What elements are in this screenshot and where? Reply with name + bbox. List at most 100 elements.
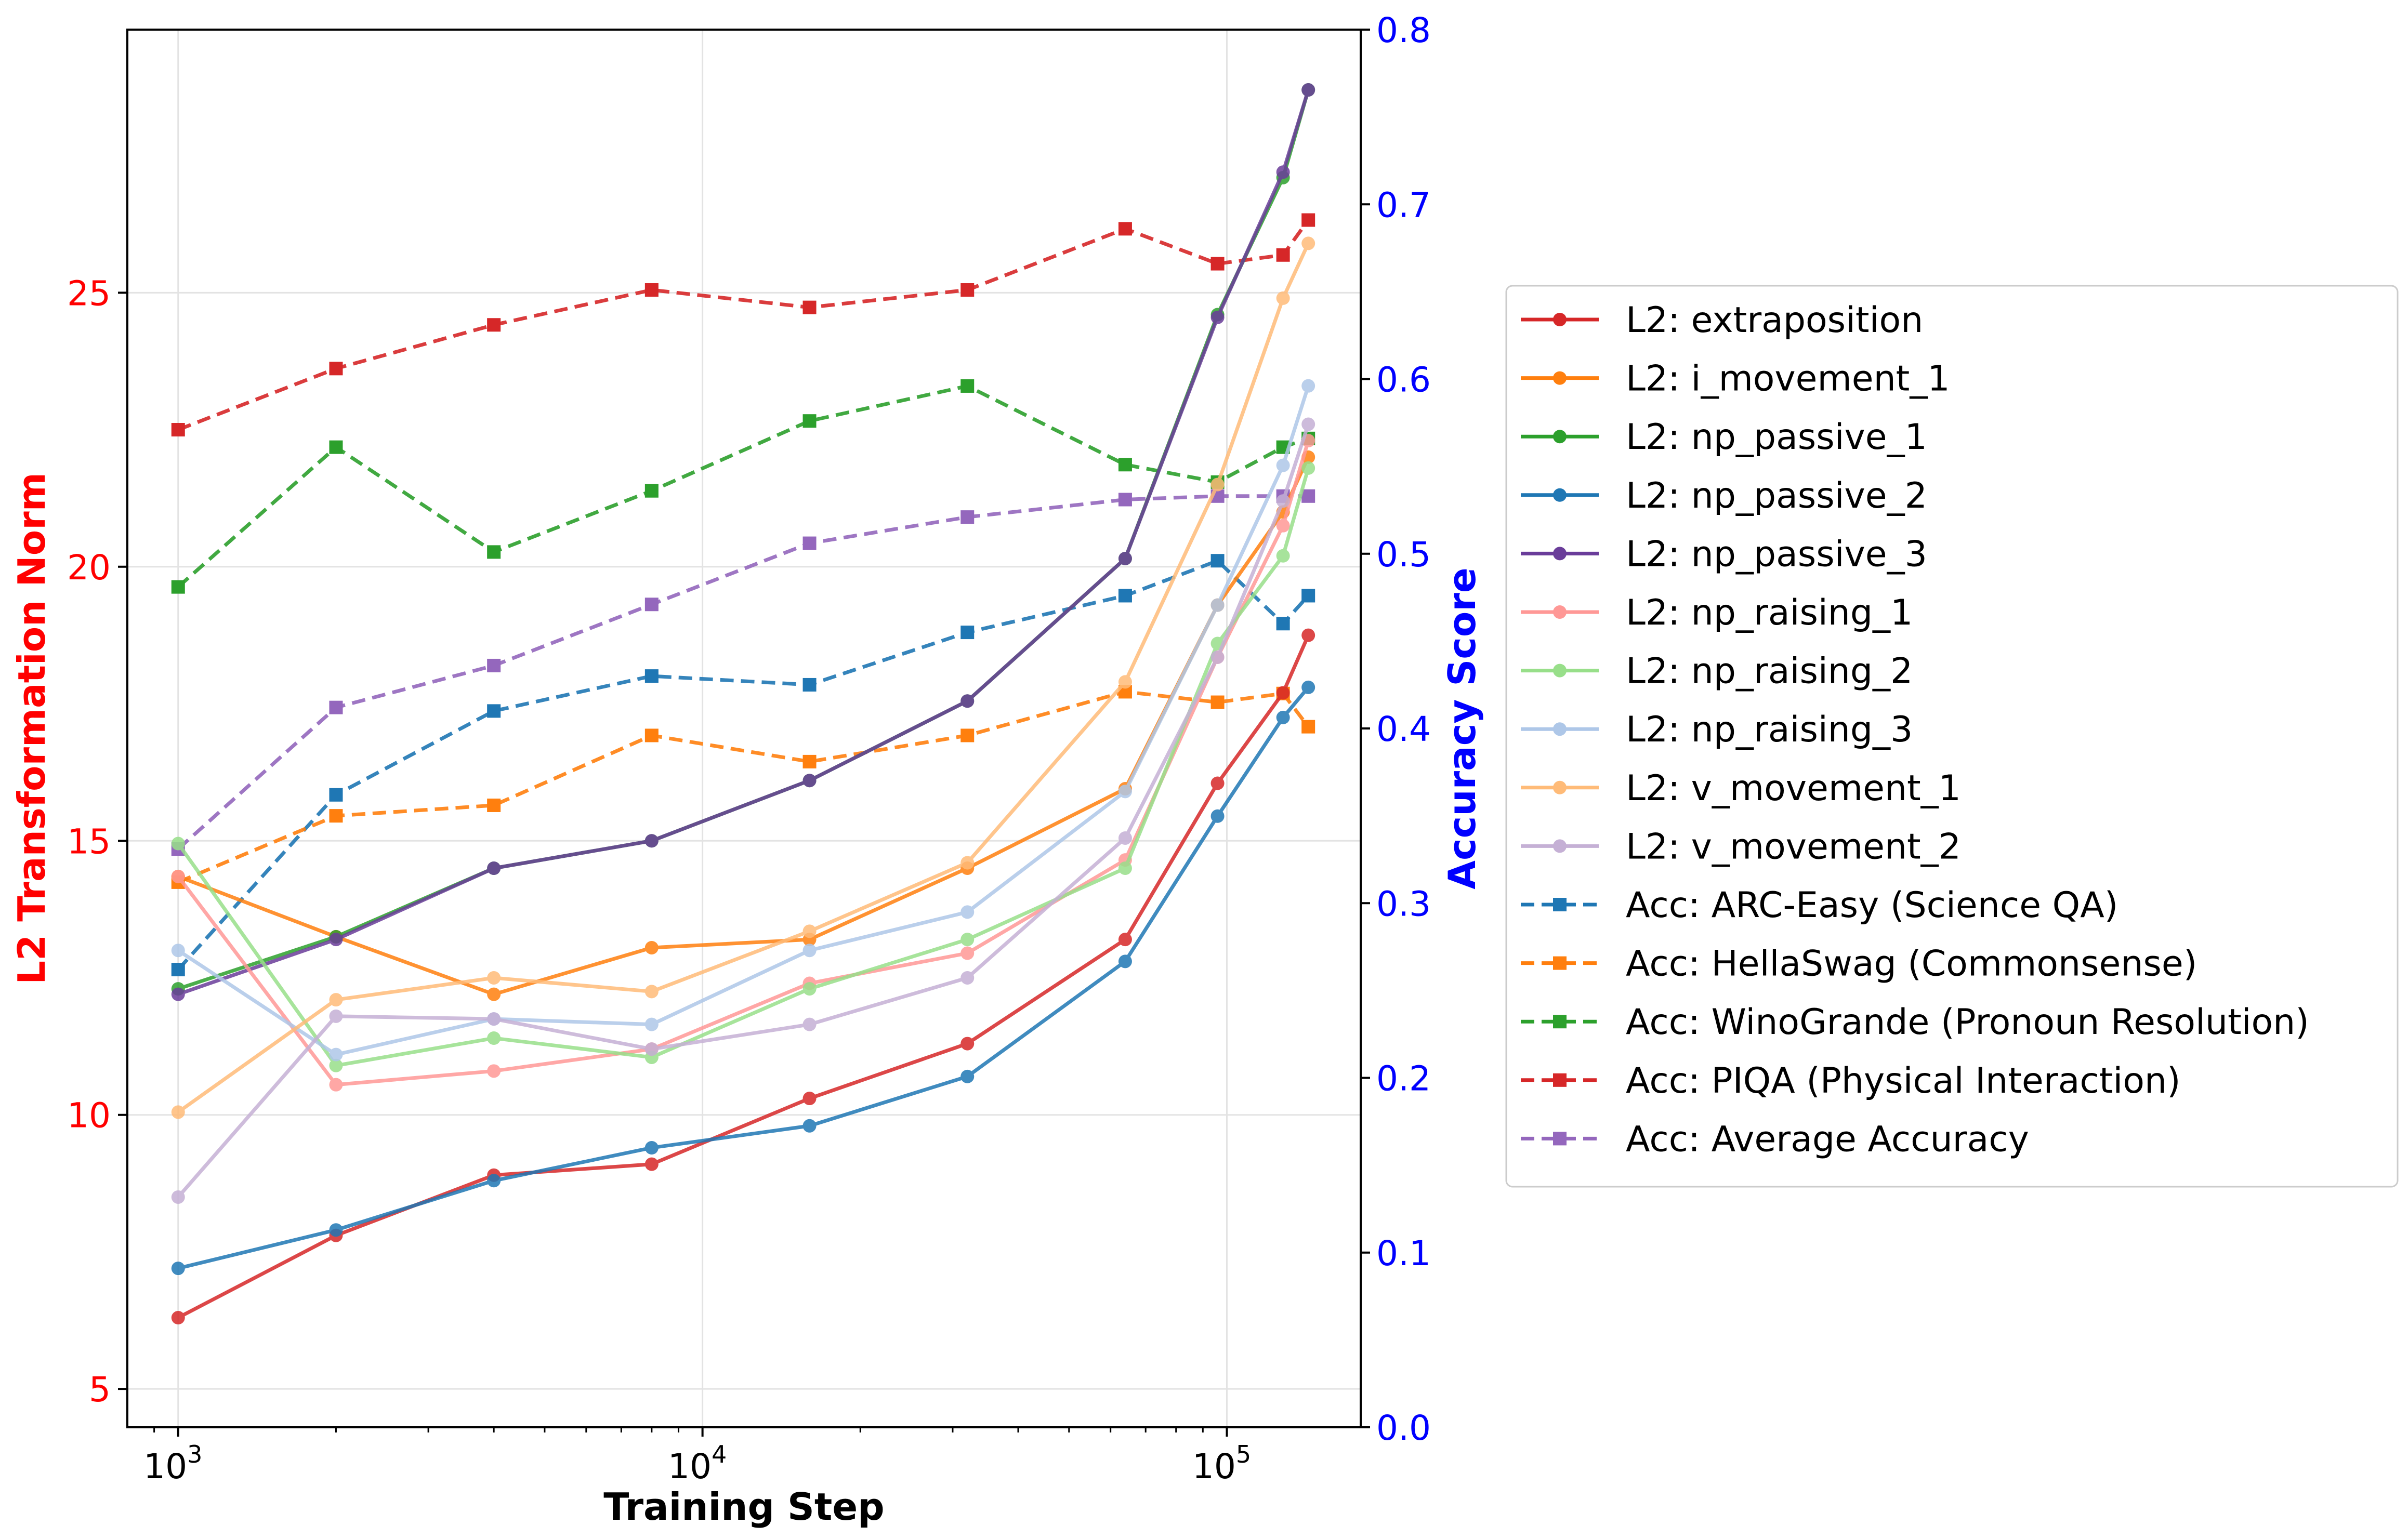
series-line bbox=[177, 689, 1310, 884]
right-y-tick-label: 0.3 bbox=[1376, 884, 1431, 924]
left-y-tick-label: 5 bbox=[89, 1370, 111, 1410]
legend-entry-acc-piqa-physical-interaction: Acc: PIQA (Physical Interaction) bbox=[1521, 1060, 2181, 1102]
data-point-circle bbox=[1301, 628, 1315, 642]
right-y-axis-title: Accuracy Score bbox=[1440, 567, 1484, 889]
data-point-circle bbox=[802, 1119, 817, 1133]
data-point-circle bbox=[644, 1157, 659, 1171]
legend-marker-circle bbox=[1553, 722, 1567, 736]
data-point-square bbox=[1301, 720, 1315, 734]
data-point-circle bbox=[171, 987, 185, 1001]
series-l2-v-movement-2 bbox=[171, 417, 1315, 1204]
data-point-circle bbox=[1301, 417, 1315, 431]
data-point-square bbox=[960, 626, 975, 640]
data-point-circle bbox=[1210, 598, 1225, 612]
data-point-circle bbox=[802, 1017, 817, 1031]
data-point-square bbox=[1210, 554, 1225, 568]
right-y-tick-label: 0.4 bbox=[1376, 709, 1431, 749]
data-point-circle bbox=[171, 944, 185, 958]
data-point-square bbox=[1210, 695, 1225, 709]
data-point-square bbox=[1276, 248, 1290, 262]
data-point-square bbox=[802, 754, 817, 768]
data-point-circle bbox=[1118, 861, 1132, 875]
series-line bbox=[177, 385, 1310, 1057]
data-point-square bbox=[487, 545, 501, 559]
data-point-circle bbox=[960, 694, 975, 708]
data-point-circle bbox=[1210, 650, 1225, 664]
legend-marker-circle bbox=[1553, 839, 1567, 853]
legend-marker-square bbox=[1553, 898, 1567, 911]
legend-label: Acc: WinoGrande (Pronoun Resolution) bbox=[1626, 1002, 2309, 1043]
legend-label: L2: v_movement_2 bbox=[1626, 826, 1961, 867]
legend-label: Acc: ARC-Easy (Science QA) bbox=[1626, 885, 2118, 926]
data-point-circle bbox=[1118, 551, 1132, 565]
data-point-circle bbox=[487, 1012, 501, 1026]
data-point-circle bbox=[1301, 236, 1315, 250]
series-line bbox=[177, 686, 1310, 1270]
data-point-circle bbox=[1118, 933, 1132, 947]
data-point-circle bbox=[960, 1037, 975, 1051]
legend-label: L2: np_raising_2 bbox=[1626, 651, 1913, 692]
data-point-circle bbox=[802, 982, 817, 996]
data-point-square bbox=[1301, 489, 1315, 503]
data-point-square bbox=[1118, 222, 1132, 236]
data-point-circle bbox=[960, 1069, 975, 1083]
right-y-tick-label: 0.7 bbox=[1376, 185, 1431, 225]
data-point-circle bbox=[329, 933, 343, 947]
data-point-circle bbox=[1301, 461, 1315, 475]
series-line bbox=[176, 440, 1310, 1087]
data-point-circle bbox=[1301, 379, 1315, 393]
series-line bbox=[177, 219, 1310, 432]
data-point-square bbox=[329, 788, 343, 802]
series-l2-np-passive-2 bbox=[171, 680, 1315, 1276]
data-point-square bbox=[487, 704, 501, 718]
data-point-square bbox=[960, 283, 975, 297]
right-y-tick-label: 0.1 bbox=[1376, 1233, 1431, 1273]
data-point-circle bbox=[329, 993, 343, 1007]
data-point-circle bbox=[1276, 549, 1290, 563]
legend-entry-acc-hellaswag-commonsense: Acc: HellaSwag (Commonsense) bbox=[1521, 944, 2197, 985]
left-y-tick-label: 15 bbox=[67, 821, 111, 861]
data-point-circle bbox=[644, 1017, 659, 1031]
series-line bbox=[177, 494, 1309, 851]
data-point-circle bbox=[1301, 83, 1315, 97]
data-point-circle bbox=[802, 1092, 817, 1106]
right-y-tick-label: 0.0 bbox=[1376, 1408, 1431, 1448]
data-point-circle bbox=[644, 1141, 659, 1155]
data-point-circle bbox=[960, 933, 975, 947]
legend-marker-square bbox=[1553, 1073, 1567, 1087]
data-point-circle bbox=[1210, 809, 1225, 823]
legend-label: Acc: Average Accuracy bbox=[1626, 1119, 2029, 1160]
data-point-square bbox=[960, 379, 975, 393]
data-point-circle bbox=[171, 869, 185, 883]
legend-entry-l2-np-raising-2: L2: np_raising_2 bbox=[1521, 651, 1913, 692]
data-point-square bbox=[644, 598, 659, 612]
legend-label: L2: np_passive_2 bbox=[1626, 475, 1927, 516]
data-point-square bbox=[802, 414, 817, 428]
data-point-circle bbox=[171, 1105, 185, 1119]
legend-marker-circle bbox=[1553, 780, 1567, 794]
data-point-circle bbox=[1276, 291, 1290, 305]
data-point-square bbox=[329, 362, 343, 376]
series-line bbox=[177, 89, 1310, 996]
data-point-square bbox=[802, 678, 817, 692]
legend-entry-l2-v-movement-1: L2: v_movement_1 bbox=[1521, 768, 1961, 809]
left-y-axis-title: L2 Transformation Norm bbox=[10, 472, 54, 985]
legend-entry-l2-np-raising-3: L2: np_raising_3 bbox=[1521, 709, 1913, 750]
data-point-circle bbox=[1118, 954, 1132, 968]
data-point-circle bbox=[802, 774, 817, 788]
data-point-circle bbox=[329, 1078, 343, 1092]
data-point-circle bbox=[644, 834, 659, 848]
data-point-circle bbox=[329, 1009, 343, 1023]
series-line bbox=[177, 423, 1310, 1199]
legend-marker-square bbox=[1553, 1132, 1567, 1146]
series-l2-np-passive-3 bbox=[171, 83, 1315, 1001]
right-y-tick-label: 0.5 bbox=[1376, 535, 1431, 575]
left-y-tick-label: 25 bbox=[67, 273, 111, 313]
data-point-square bbox=[171, 963, 185, 977]
x-tick-label: 105 bbox=[1192, 1440, 1251, 1487]
data-point-circle bbox=[329, 1058, 343, 1072]
data-point-circle bbox=[960, 971, 975, 985]
data-point-circle bbox=[1276, 458, 1290, 472]
legend-entry-l2-np-passive-1: L2: np_passive_1 bbox=[1521, 417, 1927, 458]
